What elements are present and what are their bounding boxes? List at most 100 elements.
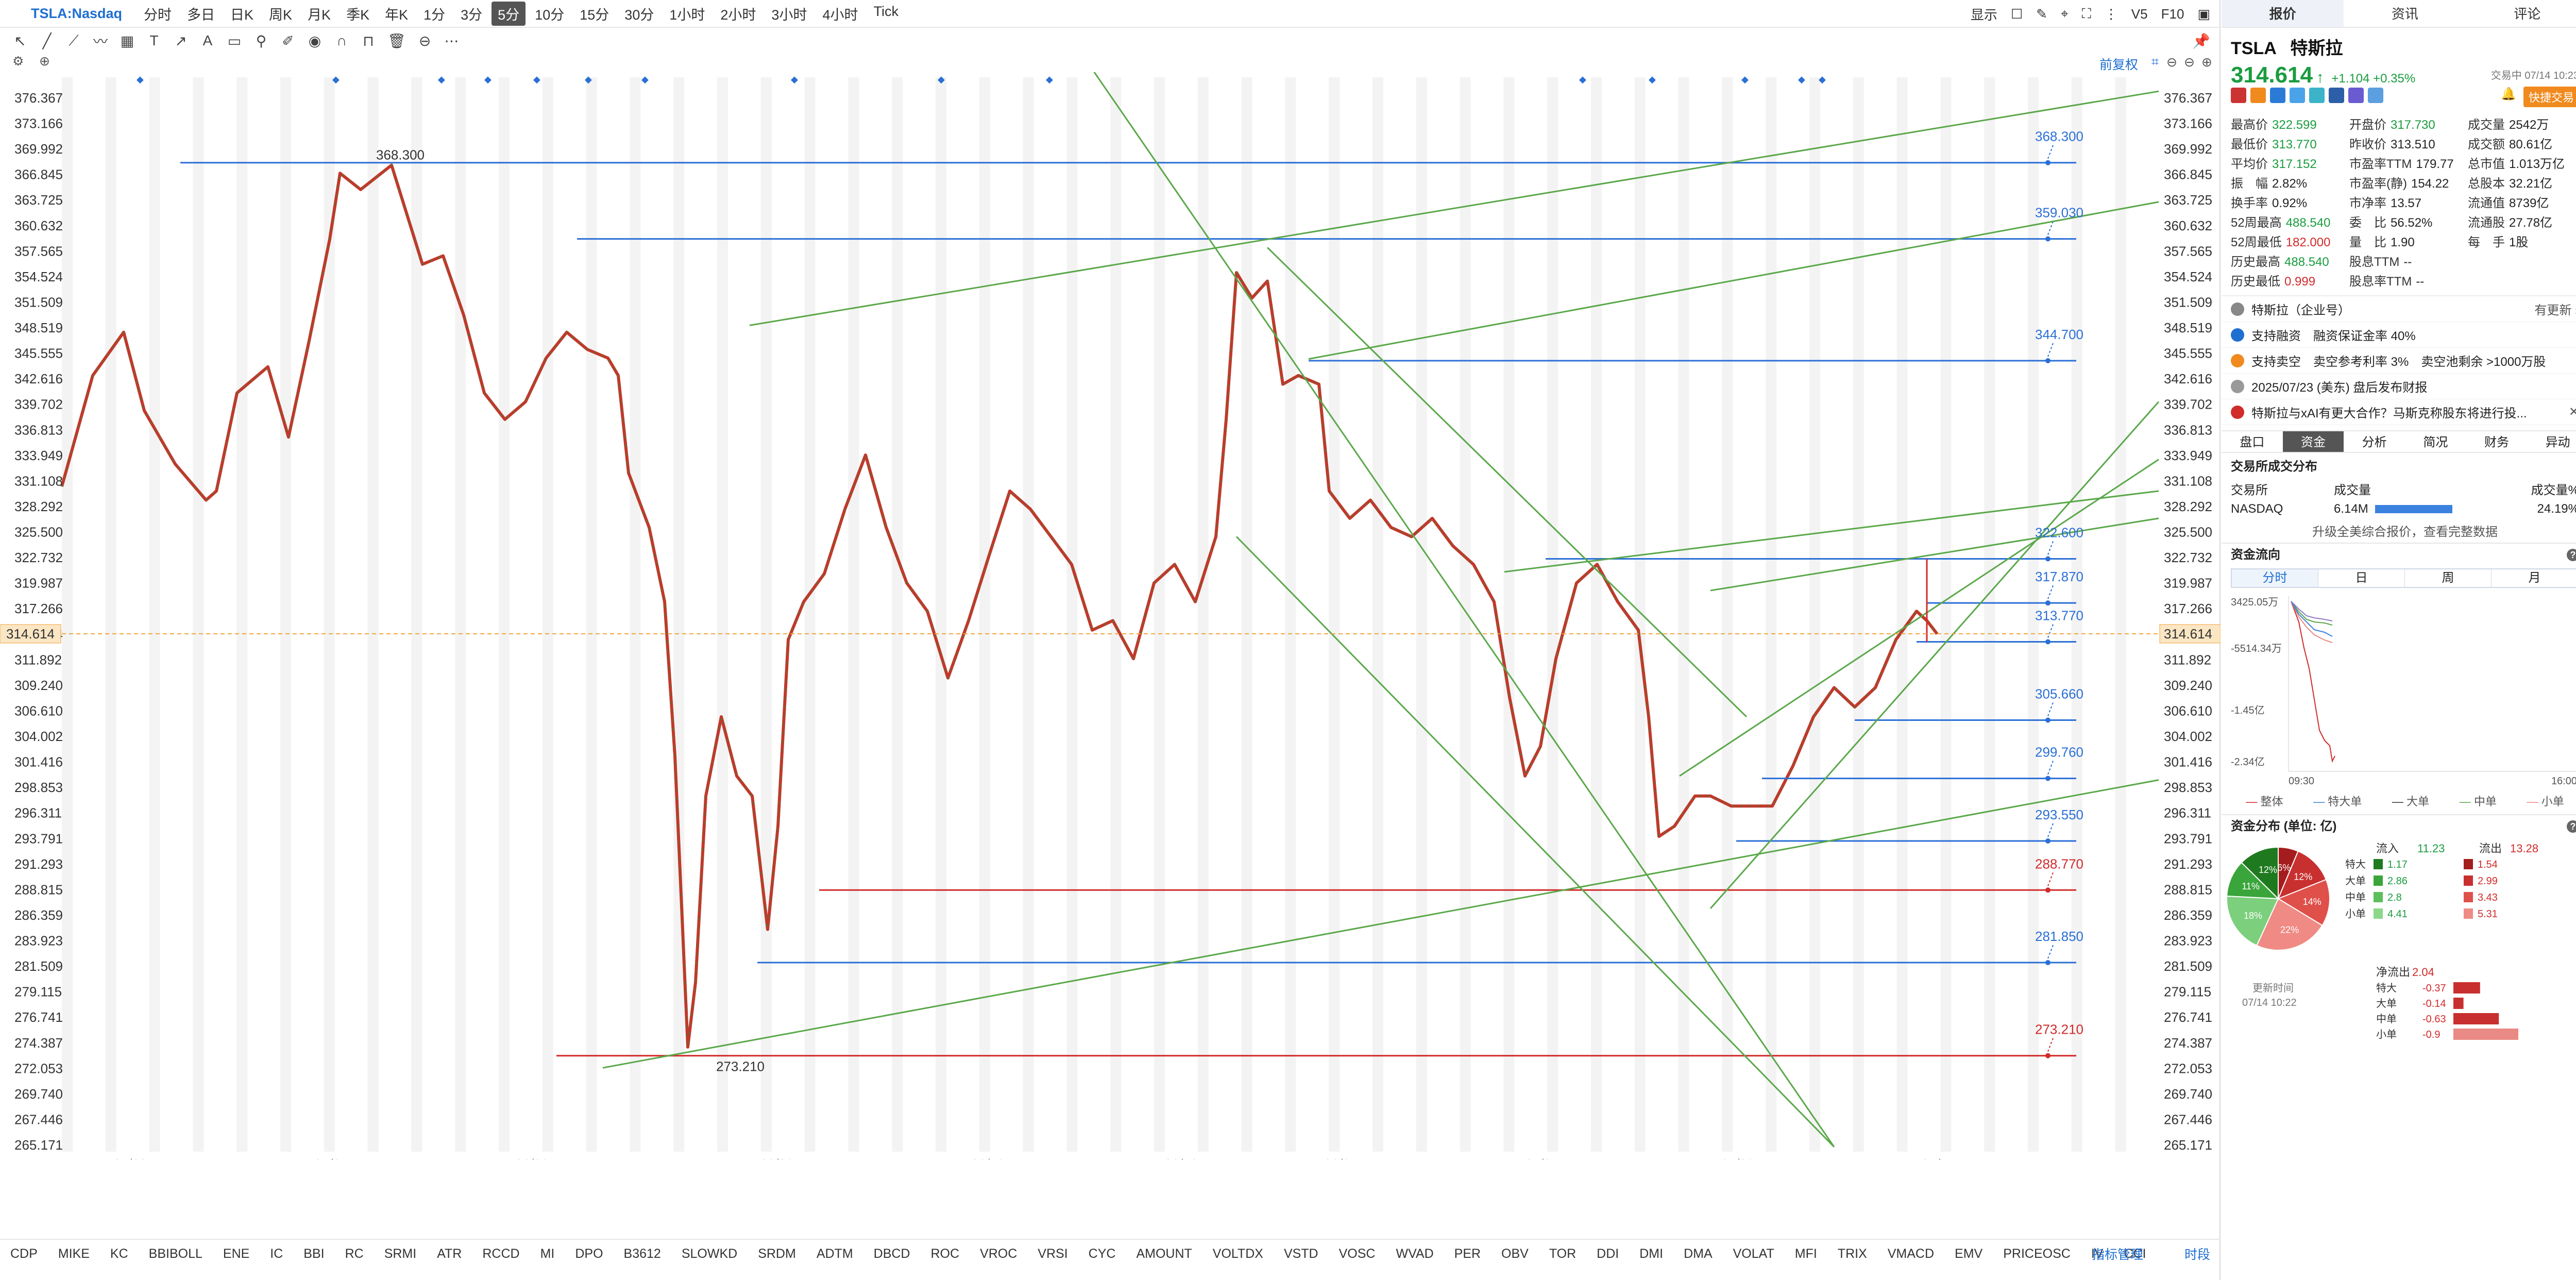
news-action[interactable]: 有更新 › [2534,304,2576,317]
lock-icon[interactable]: ⊓ [363,32,374,49]
eye-icon[interactable]: ◉ [308,32,321,49]
indicator-item[interactable]: DBCD [873,1246,910,1261]
timeframe-7[interactable]: 1分 [423,7,446,23]
indicator-manage-button[interactable]: 指标管理 [2091,1248,2143,1262]
indicator-item[interactable]: BBIBOLL [148,1246,202,1261]
indicator-item[interactable]: WVAD [1396,1246,1434,1261]
indicator-item[interactable]: EMV [1955,1246,1983,1261]
indicator-item[interactable]: CCI [2124,1246,2146,1261]
trend-line[interactable] [1092,72,1835,1148]
event-marker-icon[interactable]: ◆ [791,74,798,85]
indicator-item[interactable]: MFI [1794,1246,1817,1261]
candlestick-chart[interactable]: ◆ ◆ ◆ ◆ ◆ ◆ ◆ ◆ ◆ ◆ ◆ ◆ ◆ ◆ ◆ 368.300 359.030 344.700 322… [0,72,2221,1159]
sub-tab[interactable]: 盘口 [2240,435,2265,449]
symbol-label[interactable]: TSLA:Nasdaq [31,5,123,21]
timeframe-2[interactable]: 日K [230,7,254,23]
indicator-item[interactable]: ROC [930,1246,960,1261]
indicator-item[interactable]: MIKE [58,1246,90,1261]
zoom-out-icon[interactable]: ⊖ [2166,55,2177,70]
timeframe-3[interactable]: 周K [269,7,293,23]
timeframe-15[interactable]: 3小时 [771,7,807,23]
indicator-item[interactable]: TOR [1549,1246,1577,1261]
search-icon[interactable]: ⚲ [256,32,267,49]
tab-news[interactable]: 资讯 [2391,6,2418,22]
indicator-item[interactable]: VOSC [1338,1246,1376,1261]
indicator-item[interactable]: RC [345,1246,364,1261]
flow-period-tab[interactable]: 周 [2405,569,2492,587]
event-marker-icon[interactable]: ◆ [938,74,945,85]
text-tool-icon[interactable]: T [149,32,159,48]
indicator-item[interactable]: DPO [575,1246,603,1261]
font-tool-icon[interactable]: A [202,32,213,48]
indicator-item[interactable]: DMA [1684,1246,1713,1261]
event-marker-icon[interactable]: ◆ [1741,74,1749,85]
zoom-in-icon[interactable]: ⊕ [2201,55,2212,70]
bell-icon[interactable]: 🔔 [2501,87,2516,101]
trend-line[interactable] [1266,247,1748,718]
flow-period-tab[interactable]: 月 [2492,569,2576,587]
indicator-item[interactable]: SLOWKD [681,1246,738,1261]
indicator-item[interactable]: VOLAT [1733,1246,1774,1261]
help-icon[interactable]: ? [2567,820,2576,833]
timeframe-14[interactable]: 2小时 [720,7,756,23]
news-row[interactable]: 特斯拉（企业号） 有更新 › [2222,296,2576,322]
indicator-item[interactable]: AMOUNT [1136,1246,1192,1261]
v5-button[interactable]: V5 [2131,6,2148,22]
event-marker-icon[interactable]: ◆ [1649,74,1656,85]
help-icon[interactable]: ? [2567,549,2576,561]
indicator-item[interactable]: ATR [437,1246,462,1261]
event-marker-icon[interactable]: ◆ [533,74,540,85]
trend-line[interactable] [602,779,2159,1069]
event-marker-icon[interactable]: ◆ [438,74,445,85]
brush-icon[interactable]: ✐ [282,32,294,49]
indicator-item[interactable]: SRMI [384,1246,417,1261]
trend-line[interactable] [1709,401,2160,909]
indicator-item[interactable]: KC [110,1246,128,1261]
indicator-item[interactable]: CYC [1088,1246,1116,1261]
period-button[interactable]: 时段 [2184,1248,2210,1262]
event-marker-icon[interactable]: ◆ [1819,74,1826,85]
news-action[interactable]: ✕ [2568,405,2576,419]
indicator-item[interactable]: RCCD [482,1246,520,1261]
indicator-item[interactable]: ADTM [816,1246,853,1261]
indicator-item[interactable]: VMACD [1887,1246,1935,1261]
sub-tab[interactable]: 异动 [2545,435,2570,449]
indicator-item[interactable]: VSTD [1283,1246,1318,1261]
settings-icon[interactable]: ⚙ [12,54,24,69]
timeframe-10[interactable]: 10分 [535,7,565,23]
timeframe-17[interactable]: Tick [873,3,899,19]
panel-toggle-icon[interactable]: ▣ [2197,6,2210,22]
sub-tab[interactable]: 简况 [2423,435,2448,449]
event-marker-icon[interactable]: ◆ [332,74,340,85]
indicator-item[interactable]: IV [2091,1246,2104,1261]
event-marker-icon[interactable]: ◆ [484,74,492,85]
indicator-item[interactable]: BBI [303,1246,325,1261]
line-tool-icon[interactable]: ╱ [42,32,52,49]
trend-line[interactable] [1504,490,2159,573]
timeframe-11[interactable]: 15分 [580,7,609,23]
event-marker-icon[interactable]: ◆ [585,74,592,85]
indicator-item[interactable]: ENE [223,1246,250,1261]
news-row[interactable]: 特斯拉与xAI有更大合作？马斯克称股东将进行投... ✕ [2222,399,2576,425]
indicator-item[interactable]: B3612 [623,1246,661,1261]
indicator-item[interactable]: MI [540,1246,555,1261]
trend-line[interactable] [1679,459,2159,777]
sub-tab[interactable]: 分析 [2362,435,2387,449]
timeframe-9[interactable]: 5分 [492,1,526,26]
add-indicator-icon[interactable]: ⊕ [39,54,50,69]
timeframe-1[interactable]: 多日 [187,7,215,23]
flow-period-tab[interactable]: 日 [2318,569,2405,587]
indicator-item[interactable]: VROC [980,1246,1018,1261]
indicator-item[interactable]: DMI [1639,1246,1664,1261]
trend-line[interactable] [1235,536,1835,1148]
news-row[interactable]: 2025/07/23 (美东) 盘后发布财报 [2222,374,2576,399]
magnet-icon[interactable]: ∩ [336,32,347,48]
indicator-item[interactable]: DDI [1597,1246,1619,1261]
indicator-item[interactable]: SRDM [758,1246,796,1261]
upgrade-link[interactable]: 升级全美综合报价，查看完整数据 [2312,525,2498,539]
chart-tool-icon[interactable]: ▦ [120,32,134,49]
indicator-item[interactable]: CDP [10,1246,38,1261]
trend-line[interactable] [1710,517,2159,592]
news-row[interactable]: 支持卖空 卖空参考利率 3% 卖空池剩余 >1000万股 [2222,348,2576,374]
indicator-item[interactable]: TRIX [1837,1246,1867,1261]
